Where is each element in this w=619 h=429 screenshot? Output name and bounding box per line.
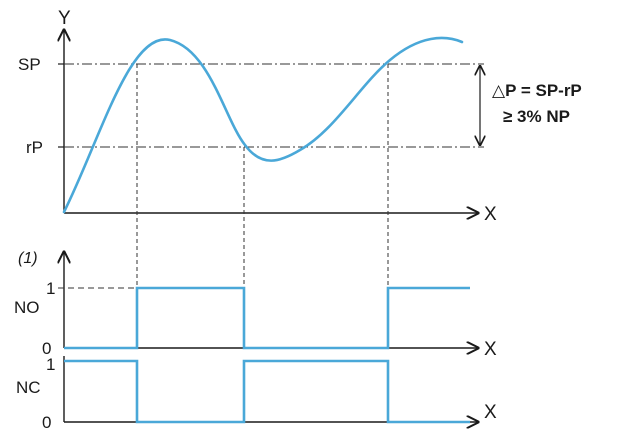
no-label: NO	[14, 298, 40, 317]
nc-low-label: 0	[42, 413, 51, 429]
switch-guides	[136, 64, 389, 348]
no-x-axis-label: X	[484, 339, 497, 360]
top-y-axis-label: Y	[58, 8, 71, 29]
no-low-label: 0	[42, 339, 51, 358]
nc-high-label: 1	[46, 355, 55, 374]
nc-output-signal	[64, 359, 470, 424]
no-plot: X (1) NO 1 0	[14, 250, 497, 360]
delta-p-condition: ≥ 3% NP	[503, 107, 570, 126]
no-high-label: 1	[46, 279, 55, 298]
top-x-axis-label: X	[484, 204, 497, 225]
top-plot: Y X SP rP △P = SP-rP ≥ 3% NP	[18, 8, 582, 225]
rp-label: rP	[26, 138, 43, 157]
nc-x-axis-label: X	[484, 402, 497, 423]
nc-label: NC	[16, 378, 41, 397]
signal-curve	[62, 36, 464, 214]
delta-p-equation: △P = SP-rP	[492, 81, 582, 100]
no-note-label: (1)	[18, 250, 38, 267]
nc-plot: X NC 1 0	[16, 355, 497, 429]
sp-label: SP	[18, 55, 41, 74]
no-output-signal	[64, 286, 470, 350]
